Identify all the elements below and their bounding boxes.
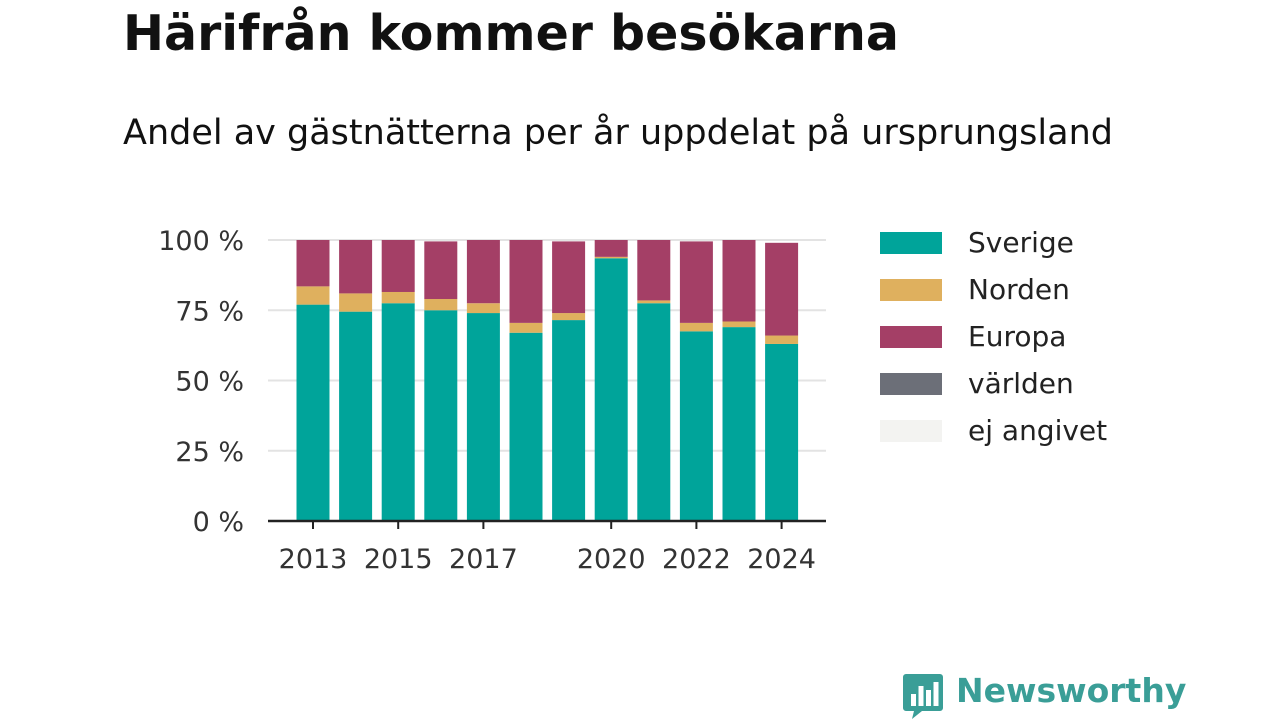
bar-segment — [679, 331, 713, 521]
bar-segment — [552, 241, 586, 314]
y-tick-label: 0 % — [193, 507, 244, 538]
bar-segment — [424, 241, 458, 300]
bar-segment — [466, 313, 500, 521]
x-tick-label: 2013 — [279, 544, 348, 575]
bar-segment — [637, 300, 671, 304]
bar-segment — [765, 242, 799, 336]
bar-segment — [509, 322, 543, 333]
bar-segment — [381, 240, 415, 292]
legend-label: världen — [968, 367, 1074, 400]
legend-swatch — [880, 373, 942, 395]
legend-swatch — [880, 232, 942, 254]
bar-segment — [509, 332, 543, 521]
bar-segment — [296, 240, 330, 287]
bars — [296, 240, 799, 521]
legend-label: Europa — [968, 320, 1067, 353]
x-tick-label: 2022 — [662, 544, 731, 575]
x-tick-label: 2024 — [747, 544, 816, 575]
brand-name: Newsworthy — [956, 671, 1187, 710]
bar-segment — [679, 322, 713, 332]
bar-segment — [765, 335, 799, 344]
bar-segment — [296, 286, 330, 305]
bar-segment — [722, 321, 756, 328]
legend-label: ej angivet — [968, 414, 1108, 447]
y-tick-label: 25 % — [175, 437, 244, 468]
bar-segment — [637, 240, 671, 301]
bar-segment — [594, 258, 628, 521]
bar-segment — [552, 313, 586, 321]
y-tick-label: 75 % — [175, 296, 244, 327]
bar-segment — [424, 310, 458, 521]
bar-segment — [509, 240, 543, 323]
bar-segment — [381, 291, 415, 304]
y-tick-label: 50 % — [175, 367, 244, 398]
bar-segment — [722, 327, 756, 521]
x-tick-label: 2020 — [577, 544, 646, 575]
bar-segment — [466, 240, 500, 304]
chart-title: Härifrån kommer besökarna — [123, 5, 899, 62]
bar-chart-speech-bubble-icon — [903, 674, 943, 719]
bar-segment — [552, 320, 586, 521]
bar-segment — [424, 299, 458, 311]
bar-segment — [381, 303, 415, 521]
x-tick-label: 2015 — [364, 544, 433, 575]
y-tick-label: 100 % — [158, 226, 244, 257]
x-tick-label: 2017 — [449, 544, 518, 575]
bar-segment — [679, 241, 713, 323]
chart-subtitle: Andel av gästnätterna per år uppdelat på… — [123, 113, 1113, 153]
bar-segment — [765, 343, 799, 521]
bar-segment — [637, 303, 671, 521]
bar-segment — [594, 240, 628, 257]
legend-swatch — [880, 279, 942, 301]
legend-label: Norden — [968, 273, 1070, 306]
legend-swatch — [880, 326, 942, 348]
bar-segment — [594, 256, 628, 259]
bar-segment — [339, 293, 373, 312]
axes: 0 % 25 % 50 % 75 % 100 % 2013 2015 2017 2020 2022… — [158, 226, 826, 575]
bar-segment — [466, 303, 500, 314]
bar-segment — [296, 304, 330, 521]
legend-label: Sverige — [968, 226, 1074, 259]
bar-segment — [722, 240, 756, 322]
legend-swatch — [880, 420, 942, 442]
bar-segment — [339, 240, 373, 294]
bar-segment — [339, 311, 373, 521]
